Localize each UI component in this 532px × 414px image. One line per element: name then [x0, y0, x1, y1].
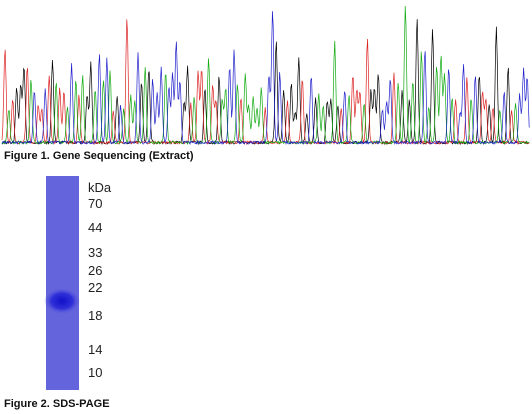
- marker-label: 18: [88, 308, 103, 323]
- figure-caption: Figure 1. Gene Sequencing (Extract): [4, 150, 194, 162]
- marker-label: 26: [88, 263, 103, 278]
- trace: [1, 11, 530, 146]
- figure-caption: Figure 2. SDS-PAGE: [4, 398, 110, 410]
- chromatogram: [1, 5, 530, 146]
- marker-label: 70: [88, 196, 103, 211]
- marker-label: kDa: [88, 180, 112, 195]
- marker-label: 44: [88, 220, 103, 235]
- protein-band: [44, 288, 80, 314]
- marker-label: 22: [88, 280, 103, 295]
- trace: [1, 5, 530, 146]
- gel-lane: [46, 176, 79, 390]
- marker-label: 14: [88, 342, 103, 357]
- marker-label: 33: [88, 245, 103, 260]
- marker-label: 10: [88, 365, 103, 380]
